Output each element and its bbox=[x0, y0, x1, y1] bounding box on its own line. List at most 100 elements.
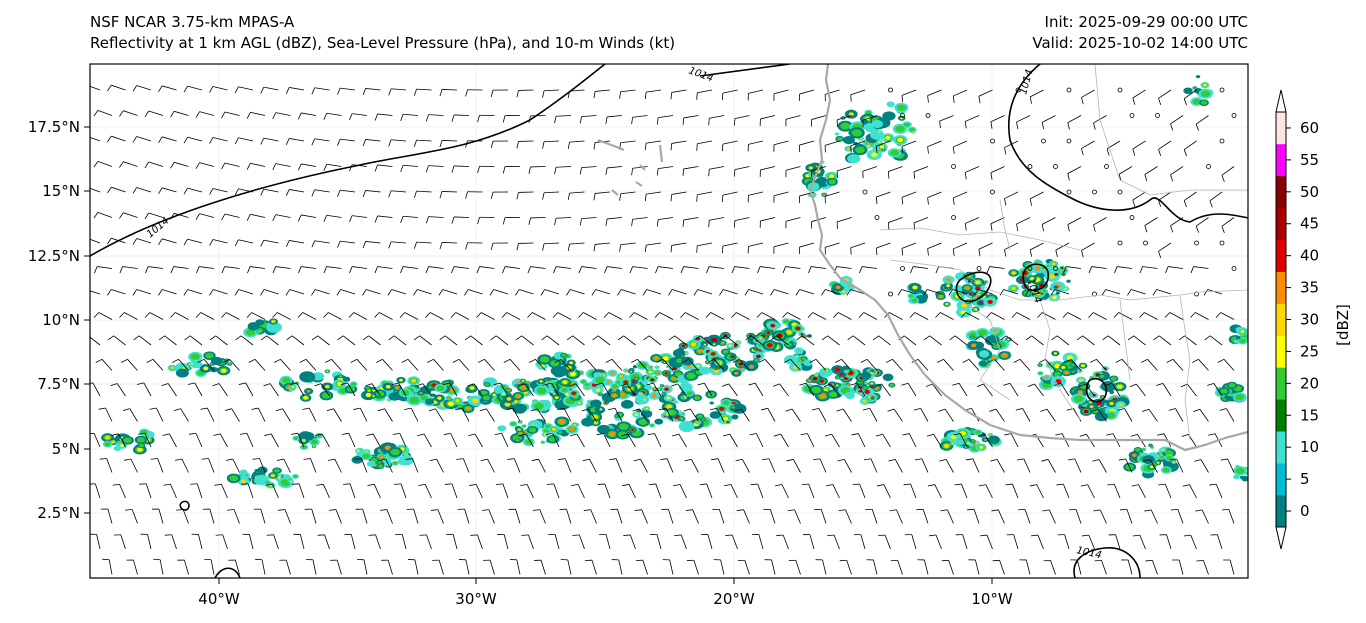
wind-barb-staff bbox=[589, 459, 597, 473]
lat-labels: 17.5°N 15°N 12.5°N 10°N 7.5°N 5°N 2.5°N bbox=[28, 118, 80, 522]
wind-barb-feather bbox=[392, 432, 400, 435]
wind-barb-staff bbox=[734, 217, 750, 221]
reflectivity-echo bbox=[306, 389, 311, 393]
wind-barb-staff bbox=[1034, 383, 1044, 397]
reflectivity-echo bbox=[577, 402, 581, 405]
wind-barb-staff bbox=[111, 84, 126, 91]
wind-barb-feather bbox=[1063, 266, 1067, 274]
wind-barb-staff bbox=[811, 266, 827, 269]
reflectivity-echo bbox=[712, 343, 716, 346]
wind-barb-staff bbox=[1082, 335, 1095, 346]
wind-barb-feather bbox=[897, 289, 903, 296]
wind-barb-staff bbox=[199, 213, 215, 218]
wind-barb-staff bbox=[553, 483, 560, 499]
wind-barb-staff bbox=[229, 359, 240, 371]
wind-barb-feather bbox=[337, 138, 341, 146]
wind-barb-feather bbox=[467, 383, 475, 387]
wind-barb-feather bbox=[1132, 199, 1136, 207]
wind-barb-staff bbox=[754, 382, 764, 397]
wind-barb-feather bbox=[221, 312, 227, 318]
wind-barb-staff bbox=[974, 559, 980, 575]
wind-barb-feather bbox=[1113, 312, 1120, 318]
wind-barb-feather bbox=[252, 458, 260, 460]
wind-barb-feather bbox=[986, 266, 990, 274]
init-time: Init: 2025-09-29 00:00 UTC bbox=[1044, 13, 1248, 31]
wind-barb-feather bbox=[107, 237, 112, 245]
reflectivity-echo bbox=[630, 428, 635, 432]
wind-barb-staff bbox=[506, 312, 521, 320]
reflectivity-echo bbox=[943, 443, 950, 448]
wind-barb-staff bbox=[301, 163, 317, 167]
wind-barb-staff bbox=[680, 534, 687, 550]
wind-barb-staff bbox=[275, 163, 291, 167]
wind-barb-staff bbox=[449, 382, 458, 397]
wind-barb-feather bbox=[119, 110, 124, 117]
wind-barb-staff bbox=[500, 382, 509, 397]
reflectivity-echo bbox=[835, 285, 841, 290]
wind-barb-feather bbox=[569, 383, 576, 387]
wind-barb-staff bbox=[233, 509, 240, 524]
wind-barb-feather bbox=[671, 383, 678, 387]
wind-barb-staff bbox=[302, 312, 317, 320]
wind-barb-feather bbox=[326, 408, 334, 412]
reflectivity-echo bbox=[555, 396, 559, 399]
reflectivity-echo bbox=[604, 401, 608, 404]
fields-subtitle: Reflectivity at 1 km AGL (dBZ), Sea-Leve… bbox=[90, 34, 676, 52]
wind-barb-feather bbox=[1029, 198, 1033, 206]
wind-barb-staff bbox=[901, 89, 917, 96]
calm-wind-marker bbox=[1066, 189, 1072, 195]
reflectivity-echo bbox=[293, 436, 299, 440]
wind-barb-feather bbox=[772, 383, 780, 387]
reflectivity-echo bbox=[584, 383, 590, 387]
wind-barb-staff bbox=[528, 534, 534, 550]
reflectivity-echo bbox=[289, 480, 293, 483]
wind-barb-staff bbox=[665, 408, 674, 422]
wind-barb-staff bbox=[326, 112, 342, 116]
wind-barb-staff bbox=[832, 484, 840, 499]
coastline bbox=[597, 64, 1248, 452]
wind-barb-feather bbox=[1170, 174, 1174, 182]
reflectivity-echo bbox=[681, 355, 684, 358]
wind-barb-staff bbox=[530, 266, 546, 269]
wind-barb-feather bbox=[745, 335, 752, 341]
wind-barb-feather bbox=[158, 85, 163, 93]
reflectivity-echo bbox=[1195, 75, 1201, 79]
wind-barb-feather bbox=[546, 483, 554, 485]
reflectivity-echo bbox=[703, 343, 707, 346]
reflectivity-echo bbox=[581, 417, 595, 427]
wind-barb-staff bbox=[683, 115, 699, 119]
wind-barb-staff bbox=[620, 242, 636, 246]
wind-barb-staff bbox=[799, 89, 815, 95]
wind-barb-feather bbox=[1004, 147, 1007, 155]
wind-barb-feather bbox=[234, 86, 239, 94]
reflectivity-echo bbox=[865, 110, 872, 115]
wind-barb-feather bbox=[978, 484, 986, 487]
reflectivity-echo bbox=[379, 455, 384, 459]
wind-barb-staff bbox=[314, 240, 330, 244]
wind-barb-staff bbox=[426, 534, 432, 550]
wind-barb-feather bbox=[592, 335, 599, 341]
wind-barb-staff bbox=[720, 559, 725, 575]
wind-barb-staff bbox=[591, 560, 597, 575]
wind-barb-staff bbox=[1054, 289, 1070, 295]
wind-barb-feather bbox=[825, 484, 833, 487]
wind-barb-feather bbox=[887, 408, 895, 412]
reflectivity-echo bbox=[326, 370, 329, 373]
reflectivity-echo bbox=[815, 374, 818, 376]
colorbar-tick-label: 35 bbox=[1300, 279, 1319, 297]
wind-barb-feather bbox=[979, 534, 988, 537]
reflectivity-echo bbox=[1109, 390, 1115, 395]
wind-barb-feather bbox=[379, 509, 387, 511]
wind-barb-staff bbox=[349, 483, 356, 499]
wind-barb-staff bbox=[1009, 383, 1019, 397]
wind-barb-staff bbox=[101, 359, 113, 371]
wind-barb-staff bbox=[990, 115, 1005, 123]
wind-barb-feather bbox=[1041, 122, 1045, 130]
wind-barb-staff bbox=[669, 559, 674, 575]
wind-barb-feather bbox=[480, 458, 488, 462]
wind-barb-feather bbox=[1117, 408, 1125, 411]
wind-barb-staff bbox=[866, 359, 878, 371]
reflectivity-echo bbox=[1001, 353, 1008, 358]
wind-barb-staff bbox=[342, 335, 356, 346]
wind-barb-feather bbox=[1013, 358, 1021, 363]
